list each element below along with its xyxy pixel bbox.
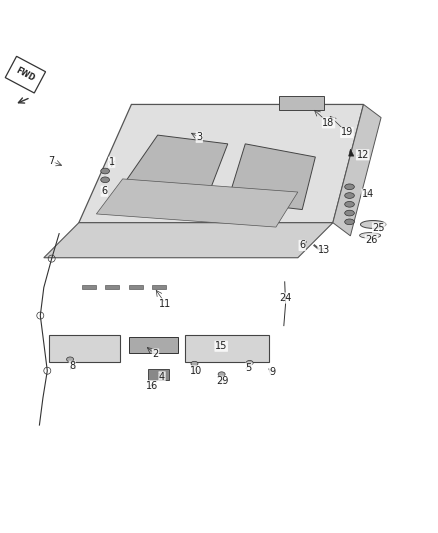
Ellipse shape xyxy=(101,168,110,174)
Polygon shape xyxy=(228,144,315,209)
Text: 1: 1 xyxy=(109,157,115,167)
Ellipse shape xyxy=(345,193,354,198)
Polygon shape xyxy=(333,104,381,236)
Bar xyxy=(152,285,166,289)
Bar xyxy=(185,335,269,362)
Ellipse shape xyxy=(360,221,386,229)
Ellipse shape xyxy=(191,361,198,366)
Text: 14: 14 xyxy=(362,189,374,199)
Text: 11: 11 xyxy=(159,298,172,309)
Ellipse shape xyxy=(345,184,354,190)
Ellipse shape xyxy=(345,219,354,225)
Bar xyxy=(148,369,169,379)
Text: 24: 24 xyxy=(279,293,292,303)
Ellipse shape xyxy=(218,372,225,377)
Text: 18: 18 xyxy=(322,118,335,128)
Bar xyxy=(82,285,96,289)
Polygon shape xyxy=(44,223,333,258)
Ellipse shape xyxy=(345,201,354,207)
Text: 4: 4 xyxy=(159,372,165,382)
Ellipse shape xyxy=(345,210,354,216)
Text: 5: 5 xyxy=(246,363,252,373)
Polygon shape xyxy=(79,104,364,223)
Text: 6: 6 xyxy=(101,186,107,196)
Polygon shape xyxy=(349,149,354,156)
Text: 10: 10 xyxy=(190,366,202,376)
Ellipse shape xyxy=(67,357,74,362)
Ellipse shape xyxy=(246,360,253,365)
Polygon shape xyxy=(5,56,46,93)
Text: 13: 13 xyxy=(318,245,330,255)
Text: 19: 19 xyxy=(341,127,353,138)
Text: 29: 29 xyxy=(216,376,229,386)
Text: 3: 3 xyxy=(196,132,202,142)
Text: 16: 16 xyxy=(146,381,159,391)
Ellipse shape xyxy=(101,177,110,183)
Text: 25: 25 xyxy=(373,223,385,233)
Polygon shape xyxy=(118,135,228,201)
Bar xyxy=(279,96,324,110)
Text: 6: 6 xyxy=(299,240,305,251)
Bar xyxy=(129,336,178,353)
Bar xyxy=(49,335,120,362)
Text: 2: 2 xyxy=(152,349,159,359)
Text: 12: 12 xyxy=(357,150,369,160)
Ellipse shape xyxy=(360,232,381,238)
Text: 26: 26 xyxy=(365,235,378,245)
Bar xyxy=(105,285,119,289)
Text: FWD: FWD xyxy=(14,66,36,83)
Text: 9: 9 xyxy=(269,367,276,377)
Bar xyxy=(129,285,143,289)
Polygon shape xyxy=(96,179,298,227)
Text: 15: 15 xyxy=(215,341,227,351)
Text: 8: 8 xyxy=(69,361,75,372)
Text: 7: 7 xyxy=(49,156,55,166)
